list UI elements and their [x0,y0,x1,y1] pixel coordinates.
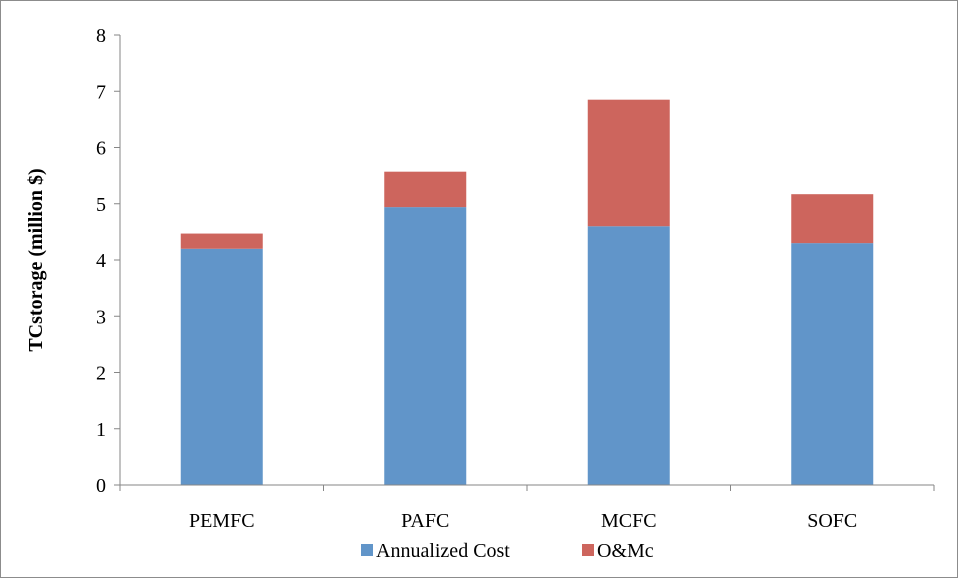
y-tick-label: 1 [96,419,106,441]
y-tick-label: 6 [96,138,106,160]
bar-o-mc-sofc [791,194,874,244]
bar-annualized-cost-pafc [384,207,467,485]
bar-o-mc-pafc [384,171,467,208]
bar-annualized-cost-pemfc [180,248,263,485]
y-tick-label: 7 [96,81,106,103]
legend-label: O&Mc [597,540,654,562]
legend: Annualized Cost O&Mc [361,540,654,562]
y-axis-title-group: TCstorage (million $) [25,168,47,351]
y-tick-label: 5 [96,194,106,216]
bars [180,99,874,485]
y-tick-label: 8 [96,25,106,47]
x-category-label: MCFC [601,510,657,532]
legend-label: Annualized Cost [376,540,510,562]
x-category-label: PEMFC [189,510,255,532]
y-axis-ticks: 0 1 2 3 4 5 6 7 8 [96,25,120,497]
y-tick-label: 4 [96,250,106,272]
y-axis-title: TCstorage (million $) [25,168,47,351]
x-category-label: SOFC [807,510,857,532]
x-category-label: PAFC [401,510,449,532]
legend-swatch [361,544,373,556]
bar-annualized-cost-mcfc [587,226,670,485]
bar-annualized-cost-sofc [791,243,874,485]
legend-swatch [582,544,594,556]
y-tick-label: 3 [96,306,106,328]
y-tick-label: 0 [96,475,106,497]
x-axis-category-labels: PEMFC PAFC MCFC SOFC [189,510,857,532]
y-tick-label: 2 [96,363,106,385]
bar-o-mc-pemfc [180,233,263,249]
x-axis-ticks [119,485,935,491]
bar-o-mc-mcfc [587,99,670,227]
